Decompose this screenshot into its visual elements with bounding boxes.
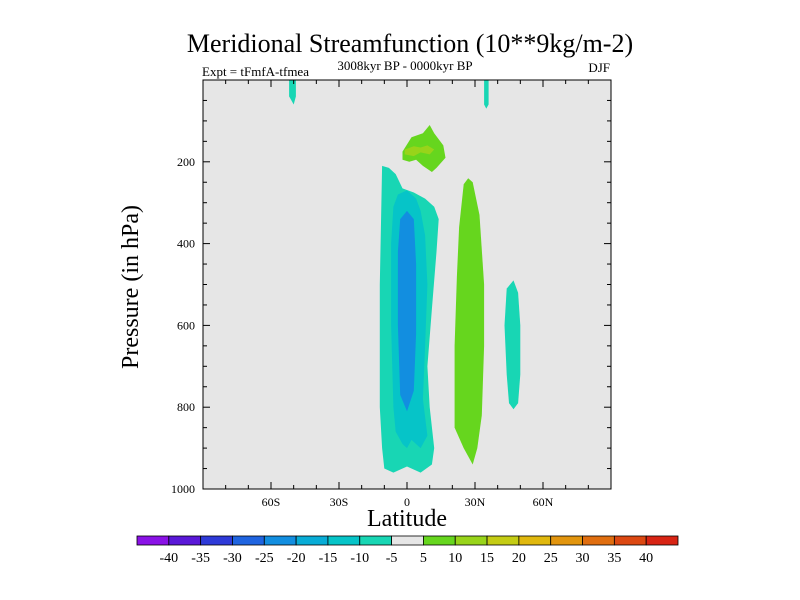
y-tick-label: 400 [177,237,195,251]
x-tick-label: 30N [465,495,486,509]
colorbar-swatch [518,535,552,546]
x-axis-label: Latitude [367,506,447,532]
colorbar-label: -30 [223,551,242,566]
colorbar: -40 -35 -30 -25 -20 -15 -10 -5 5 10 15 20 25 30 35 40 [136,535,679,566]
colorbar-label: 35 [607,551,621,566]
colorbar-swatch [295,535,329,546]
colorbar-swatch [200,535,233,546]
y-tick-label: 1000 [171,482,195,496]
colorbar-label: -40 [159,551,178,566]
colorbar-label: 5 [420,551,427,566]
colorbar-swatch [645,535,679,546]
colorbar-label: 15 [480,551,494,566]
colorbar-swatch [232,535,265,546]
colorbar-label: -10 [350,551,369,566]
colorbar-label: 10 [448,551,462,566]
x-tick-label: 60S [262,495,281,509]
colorbar-swatch [136,535,170,546]
x-tick-label: 60N [533,495,554,509]
y-tick-label: 200 [177,155,195,169]
contour-region-0 [289,80,296,105]
chart-subtitle-left: Expt = tFmfA-tfmea [202,64,309,79]
colorbar-swatch [391,535,424,546]
colorbar-swatch [550,535,583,546]
colorbar-label: -15 [319,551,338,566]
colorbar-swatch [168,535,202,546]
chart-subtitle-right: DJF [588,60,610,75]
x-axis-ticks: 60S 30S 0 30N 60N [202,80,612,509]
contour-region-7 [454,178,485,465]
chart-subtitle-center: 3008kyr BP - 0000kyr BP [337,58,472,73]
y-axis-ticks: 200 400 600 800 1000 [171,79,611,496]
colorbar-label: -5 [386,551,398,566]
contour-region-4 [397,210,417,412]
colorbar-swatch [327,535,361,546]
colorbar-label: -35 [191,551,210,566]
colorbar-swatch [263,535,297,546]
colorbar-label: 20 [512,551,526,566]
colorbar-swatch [454,535,488,546]
y-axis-label: Pressure (in hPa) [118,205,144,369]
x-tick-label: 30S [330,495,349,509]
y-tick-label: 600 [177,318,195,332]
colorbar-swatch [582,535,615,546]
colorbar-label: 25 [544,551,558,566]
colorbar-swatch [423,535,456,546]
colorbar-swatch [486,535,520,546]
colorbar-label: 40 [639,551,653,566]
colorbar-label: 30 [576,551,590,566]
contour-region-6 [404,145,435,157]
y-tick-label: 800 [177,400,195,414]
x-tick-label: 0 [404,495,410,509]
chart-title: Meridional Streamfunction (10**9kg/m-2) [187,29,633,58]
contour-regions [289,80,521,473]
colorbar-label: -25 [255,551,274,566]
contour-region-8 [504,280,521,410]
colorbar-label: -20 [287,551,306,566]
colorbar-swatch [359,535,392,546]
contour-region-1 [484,80,489,109]
colorbar-swatch [613,535,647,546]
